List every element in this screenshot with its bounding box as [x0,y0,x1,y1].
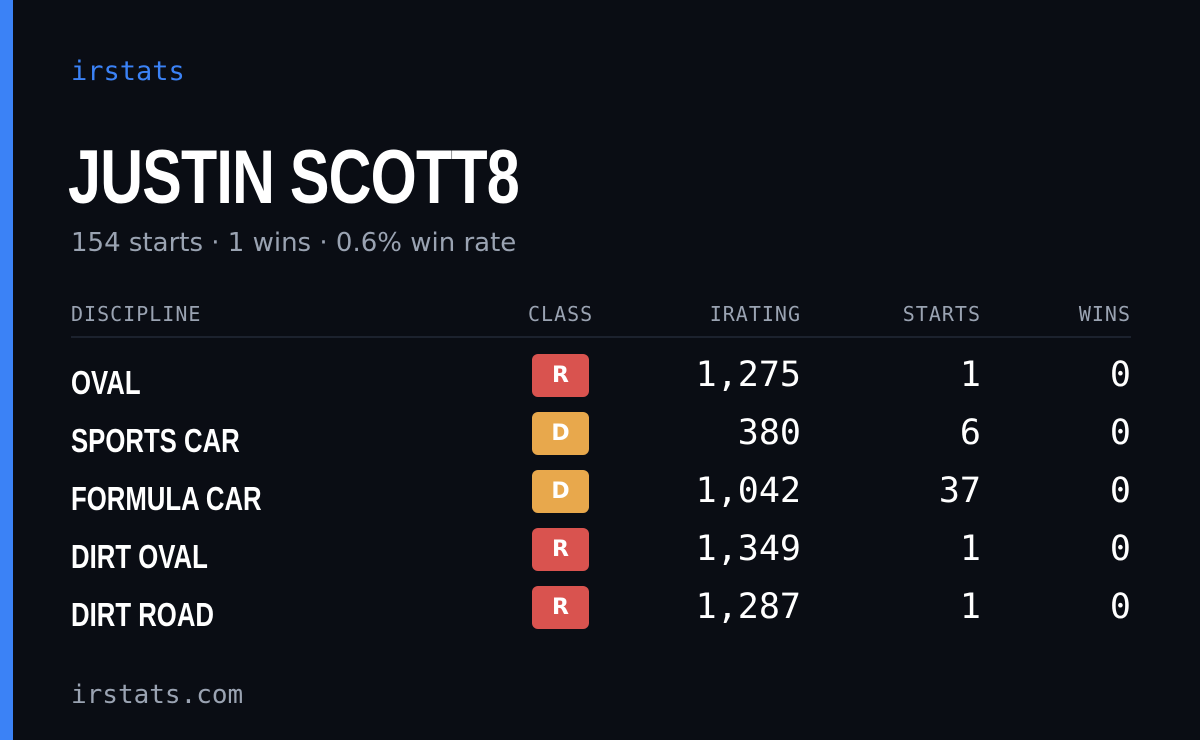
irating-value: 1,287 [695,587,801,627]
starts-value: 1 [959,355,981,395]
irating-value: 1,349 [695,529,801,569]
class-badge: D [532,470,589,513]
discipline-name: SPORTS CAR [71,422,240,459]
discipline-name: FORMULA CAR [71,480,262,517]
header-irating: IRATING [709,302,801,326]
irating-value: 1,042 [695,471,801,511]
header-starts: STARTS [902,302,981,326]
header-wins: WINS [1078,302,1131,326]
discipline-name: DIRT ROAD [71,596,214,633]
starts-value: 1 [959,529,981,569]
table-row: FORMULA CAR D 1,042 37 0 [71,470,1131,528]
class-badge: R [532,354,589,397]
accent-bar [0,0,13,740]
wins-value: 0 [1109,355,1131,395]
wins-value: 0 [1109,413,1131,453]
irating-value: 1,275 [695,355,801,395]
stats-table: DISCIPLINE CLASS IRATING STARTS WINS OVA… [71,298,1131,644]
table-row: SPORTS CAR D 380 6 0 [71,412,1131,470]
class-badge: R [532,528,589,571]
header-class: CLASS [528,302,594,326]
wins-value: 0 [1109,529,1131,569]
brand-logo-text[interactable]: irstats [71,56,185,87]
wins-value: 0 [1109,587,1131,627]
table-row: DIRT ROAD R 1,287 1 0 [71,586,1131,644]
class-badge: D [532,412,589,455]
player-name: JUSTIN SCOTT8 [68,135,520,220]
starts-value: 37 [938,471,981,511]
starts-value: 6 [959,413,981,453]
irating-value: 380 [737,413,801,453]
table-header: DISCIPLINE CLASS IRATING STARTS WINS [71,298,1131,338]
table-body: OVAL R 1,275 1 0 SPORTS CAR D 380 6 0 FO… [71,354,1131,644]
discipline-name: OVAL [71,364,141,401]
starts-value: 1 [959,587,981,627]
table-row: OVAL R 1,275 1 0 [71,354,1131,412]
wins-value: 0 [1109,471,1131,511]
header-discipline: DISCIPLINE [71,302,202,326]
player-summary: 154 starts · 1 wins · 0.6% win rate [71,228,517,258]
footer-url[interactable]: irstats.com [71,680,244,710]
class-badge: R [532,586,589,629]
discipline-name: DIRT OVAL [71,538,208,575]
table-row: DIRT OVAL R 1,349 1 0 [71,528,1131,586]
